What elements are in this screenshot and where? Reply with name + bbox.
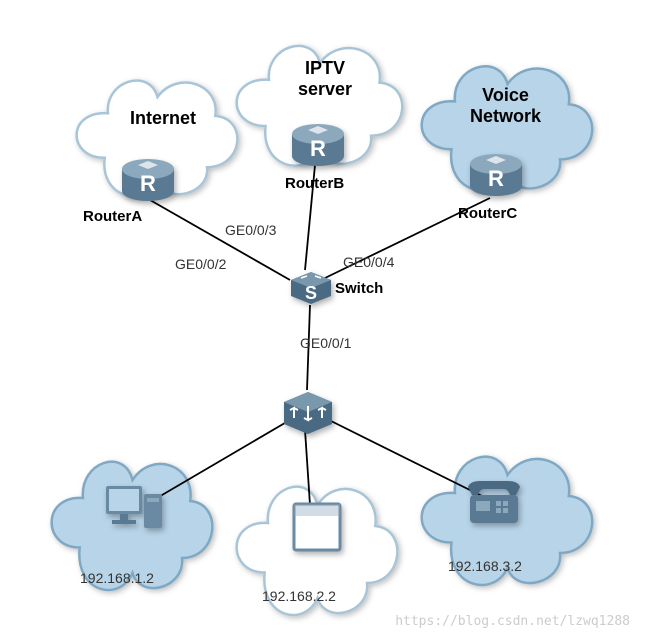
router-b-label: RouterB — [285, 175, 344, 192]
ip-3-label: 192.168.3.2 — [448, 558, 522, 574]
server-device — [290, 500, 345, 560]
port-4-label: GE0/0/4 — [343, 254, 394, 270]
router-c: R — [468, 150, 524, 203]
port-3-label: GE0/0/3 — [225, 222, 276, 238]
pc-device — [100, 480, 170, 545]
router-b: R — [290, 120, 346, 173]
switch-label: Switch — [335, 280, 383, 297]
svg-text:R: R — [310, 136, 326, 161]
svg-text:R: R — [488, 166, 504, 191]
watermark: https://blog.csdn.net/lzwq1288 — [395, 614, 630, 629]
port-1-label: GE0/0/1 — [300, 335, 351, 351]
port-2-label: GE0/0/2 — [175, 256, 226, 272]
voice-label: Voice Network — [470, 85, 541, 127]
router-c-label: RouterC — [458, 205, 517, 222]
internet-label: Internet — [130, 108, 196, 129]
ip-1-label: 192.168.1.2 — [80, 570, 154, 586]
hub-device — [278, 388, 338, 443]
switch: S — [287, 268, 335, 313]
iptv-label: IPTV server — [298, 58, 352, 100]
svg-text:R: R — [140, 171, 156, 196]
phone-device — [460, 475, 530, 535]
svg-text:S: S — [305, 283, 317, 303]
ip-2-label: 192.168.2.2 — [262, 588, 336, 604]
router-a: R — [120, 155, 176, 208]
router-a-label: RouterA — [83, 208, 142, 225]
